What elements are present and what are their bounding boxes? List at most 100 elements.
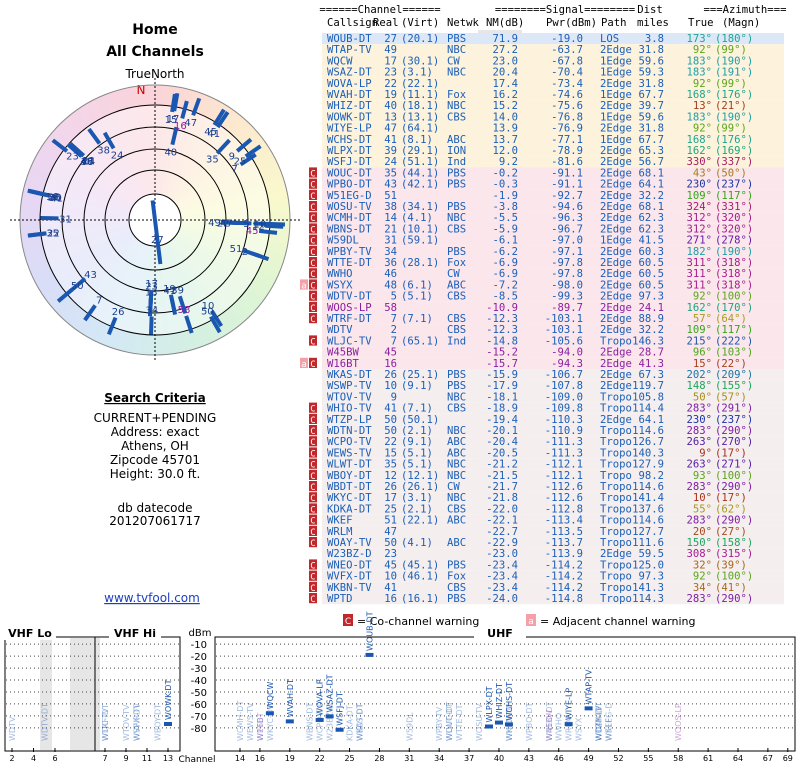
cell: -78.9 (551, 145, 583, 157)
warning-flag-text: C (310, 360, 315, 370)
cell: ABC (447, 515, 466, 527)
x-tick-label: 22 (315, 754, 325, 763)
cell: -63.7 (551, 44, 583, 56)
site-link[interactable]: www.tvfool.com (104, 591, 200, 605)
warning-flag (309, 357, 317, 368)
cell: -0.3 (492, 179, 518, 191)
cell: 39.7 (638, 100, 664, 112)
station-channel: 19 (163, 284, 176, 295)
station-marker (147, 298, 153, 317)
cell: 17 (384, 492, 397, 504)
cell: (290°) (715, 425, 753, 437)
cell: -5.5 (492, 212, 518, 224)
cell: 60.5 (638, 279, 664, 291)
cell: -99.3 (551, 291, 583, 303)
cell: WOAY-TV (327, 537, 372, 549)
cell: -113.7 (545, 537, 583, 549)
cell: 58 (384, 302, 397, 314)
cell: (17°) (715, 447, 747, 459)
cell: Tropo (600, 391, 632, 403)
cell: 2Edge (600, 201, 632, 213)
cell: WTRF-DT (327, 313, 372, 325)
cell: (169°) (715, 145, 753, 157)
cell: (65.1) (401, 335, 439, 347)
cell: 15° (693, 358, 712, 370)
cell: -113.5 (545, 526, 583, 538)
cell: Tropo (600, 470, 632, 482)
warning-flag-text: a (301, 360, 306, 370)
x-tick-label: 67 (763, 754, 773, 763)
warning-flag-text: C (310, 315, 315, 325)
cell: 50 (384, 425, 397, 437)
cell: 183° (686, 55, 712, 67)
cell: 15 (384, 447, 397, 459)
cell: (237°) (715, 414, 753, 426)
x-tick-label: 7 (102, 754, 107, 763)
station-marker (216, 111, 230, 129)
band-label-bg (4, 626, 56, 640)
cell: (22°) (715, 358, 747, 370)
cell: ABC (447, 436, 466, 448)
warning-flag (309, 167, 317, 178)
cell: 2Edge (600, 291, 632, 303)
cell: 2Edge (600, 369, 632, 381)
warning-flag (309, 525, 317, 536)
cell: CW (447, 55, 460, 67)
cell: -97.8 (551, 268, 583, 280)
row-background (322, 402, 784, 414)
cell: 47 (384, 123, 397, 135)
cell: 141.3 (632, 582, 664, 594)
group-header: Dist (637, 4, 663, 16)
cell: -8.5 (492, 291, 518, 303)
warning-flag (309, 279, 317, 290)
cell: 127.7 (632, 526, 664, 538)
station-channel: 47 (220, 218, 233, 229)
cell: (7.1) (401, 313, 433, 325)
spectrum-callsign: WIYE-LP (565, 688, 574, 721)
cell: 168° (686, 134, 712, 146)
cell: WOOS-LP (327, 302, 372, 314)
station-channel: 41 (207, 129, 220, 140)
cell: -1.9 (492, 190, 518, 202)
cell: 183° (686, 111, 712, 123)
cell: (191°) (715, 67, 753, 79)
row-background (322, 469, 784, 481)
cell: (4.1) (401, 537, 433, 549)
y-axis-label: dBm (189, 628, 212, 639)
cell: (45.1) (401, 559, 439, 571)
cell: 127.9 (632, 459, 664, 471)
cell: WVFX-DT (327, 571, 372, 583)
warning-flag-text: C (310, 181, 315, 191)
cell: 59.6 (638, 111, 664, 123)
cell: 2Edge (600, 313, 632, 325)
y-tick-label: -10 (191, 640, 207, 651)
cell: -114.2 (545, 582, 583, 594)
cell: -97.0 (551, 235, 583, 247)
row-background (322, 581, 784, 593)
spectrum-callsign: WLPX-DT (485, 686, 494, 722)
row-background (322, 122, 784, 134)
x-tick-label: 58 (673, 754, 683, 763)
cell: 263° (686, 436, 712, 448)
cell: -15.9 (486, 369, 518, 381)
row-background (322, 357, 784, 369)
criteria-line: Zipcode 45701 (110, 453, 200, 467)
cell: PBS (447, 369, 466, 381)
cell: (278°) (715, 235, 753, 247)
y-tick-label: -70 (191, 712, 207, 723)
spectrum-callsign: WOSU-TV (475, 703, 484, 741)
station-channel: 43 (84, 270, 97, 281)
cell: (3.1) (401, 492, 433, 504)
cell: Fox (447, 571, 466, 583)
spectrum-callsign: WRLM (565, 716, 574, 741)
cell: 13 (384, 111, 397, 123)
cell: -112.1 (545, 470, 583, 482)
cell: 114.6 (632, 425, 664, 437)
station-channel: 7 (232, 164, 238, 175)
cell: 50 (384, 414, 397, 426)
cell: -12.3 (486, 313, 518, 325)
cell: 32.2 (638, 324, 664, 336)
station-marker (27, 188, 46, 197)
cell: -23.4 (486, 559, 518, 571)
criteria-line: Address: exact (111, 425, 200, 439)
